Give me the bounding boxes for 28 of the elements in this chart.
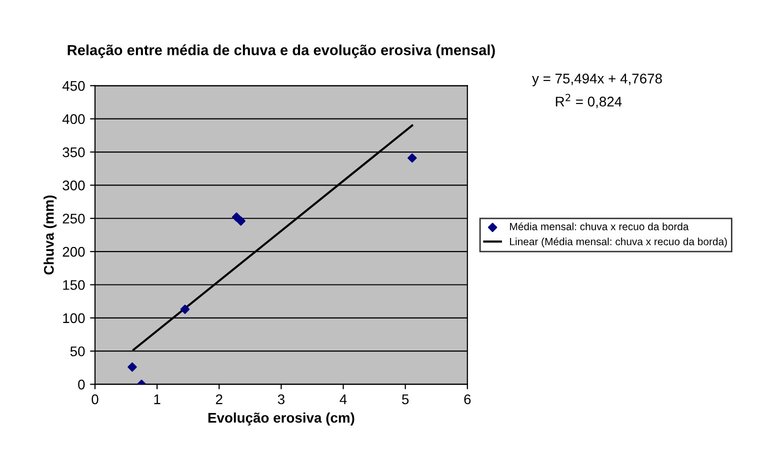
y-tick-label: 100 [63,313,85,324]
point [408,153,417,163]
y-tick-label: 450 [62,80,85,91]
legend-label: Média mensal: chuva x recuo da borda [510,222,689,230]
x-tick-label: 6 [464,394,471,404]
y-tick-label: 400 [62,114,85,124]
point [236,216,246,226]
x-tick-label: 4 [340,394,347,404]
y-tick-label: 250 [62,214,85,224]
point [128,362,137,372]
x-tick-label: 3 [278,394,284,404]
y-tick-label: 200 [62,246,85,257]
y-tick-label: 0 [78,380,85,390]
y-tick-label: 150 [63,280,85,290]
x-tick-label: 0 [92,394,98,404]
point [180,304,190,314]
y-tick-label: 350 [62,147,85,158]
y-axis-title: Chuva (mm) [44,196,57,275]
x-tick-label: 2 [216,394,222,404]
x-tick-label: 5 [402,394,409,404]
y-tick-label: 300 [62,180,85,190]
chart-title: Relação entre média de chuva e da evolução erosiva (mensal) [68,44,495,58]
x-axis-title: Evolução erosiva (cm) [208,412,354,426]
text: R$^{2}$ = 0,824 [556,94,622,108]
text: y = 75,494x + 4,7678 [532,74,662,86]
legend-label: Linear (Média mensal: chuva x recuo da borda) [510,238,727,248]
x-tick-label: 1 [154,394,160,404]
y-tick-label: 50 [70,346,85,356]
